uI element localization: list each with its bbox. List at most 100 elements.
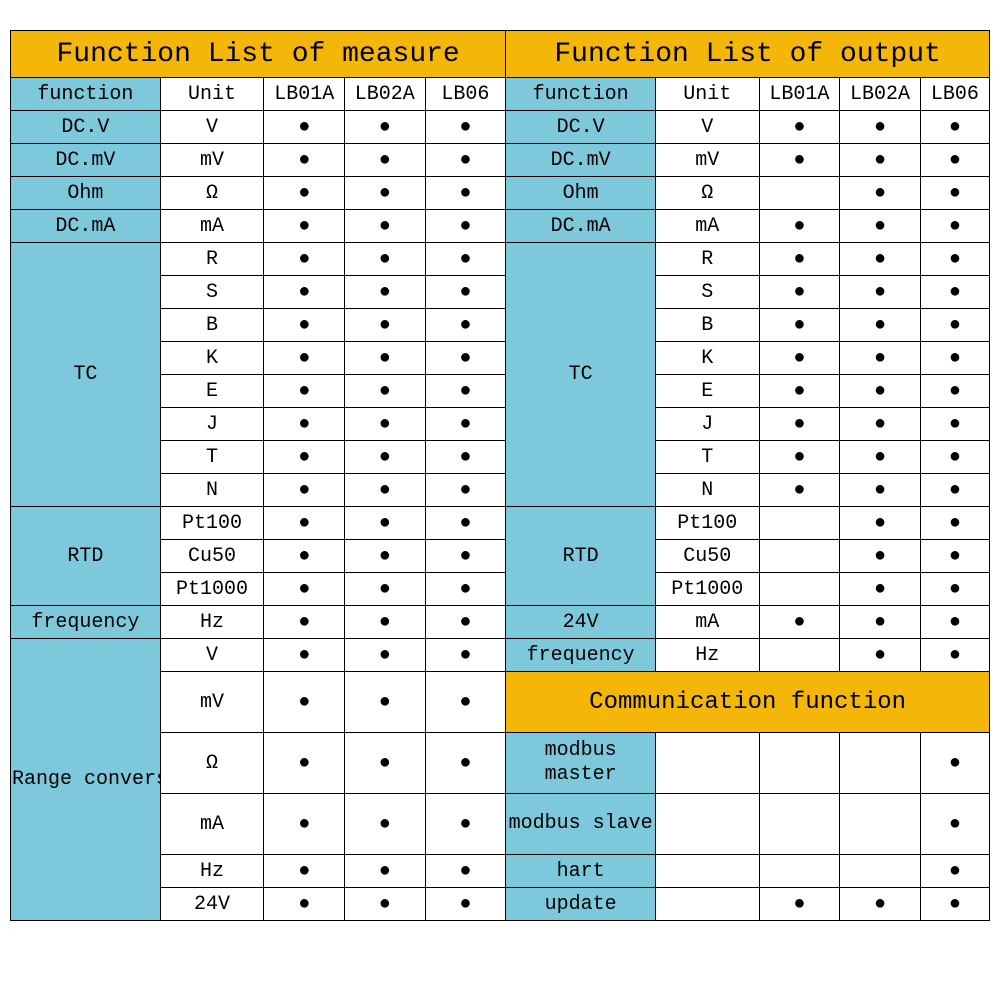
o-unit: E [655, 375, 759, 408]
dot-icon [459, 545, 471, 568]
dot-icon [874, 413, 886, 436]
dot-icon [793, 149, 805, 172]
title-measure: Function List of measure [11, 31, 506, 78]
dot-icon [949, 545, 961, 568]
dot-cell [264, 342, 345, 375]
m-unit: V [160, 639, 264, 672]
dot-cell [840, 342, 921, 375]
m-unit: V [160, 111, 264, 144]
dot-icon [298, 752, 310, 775]
col-unit-r: Unit [655, 78, 759, 111]
dot-icon [298, 215, 310, 238]
dot-cell [840, 540, 921, 573]
dot-icon [874, 545, 886, 568]
comm-modbus_slave: modbus slave [506, 794, 656, 855]
dot-cell [840, 210, 921, 243]
dot-cell [840, 474, 921, 507]
dot-icon [298, 281, 310, 304]
dot-icon [793, 347, 805, 370]
dot-icon [874, 446, 886, 469]
m-unit: J [160, 408, 264, 441]
dot-cell [345, 276, 426, 309]
m-unit: mA [160, 210, 264, 243]
dot-cell [840, 888, 921, 921]
col-m1: LB01A [264, 78, 345, 111]
dot-icon [874, 644, 886, 667]
dot-cell [759, 375, 840, 408]
dot-cell [920, 474, 989, 507]
dot-cell [840, 111, 921, 144]
title-output: Function List of output [506, 31, 990, 78]
dot-icon [874, 479, 886, 502]
m-unit: Ω [160, 733, 264, 794]
dot-icon [874, 248, 886, 271]
dot-icon [949, 281, 961, 304]
dot-cell [264, 540, 345, 573]
dot-cell [920, 540, 989, 573]
title-comm: Communication function [506, 672, 990, 733]
dot-cell [840, 408, 921, 441]
dot-icon [298, 860, 310, 883]
dot-icon [874, 893, 886, 916]
o-fn-v24: 24V [506, 606, 656, 639]
dot-cell [759, 794, 840, 855]
dot-icon [298, 691, 310, 714]
dot-cell [759, 639, 840, 672]
dot-icon [459, 611, 471, 634]
dot-cell [920, 606, 989, 639]
dot-cell [920, 855, 989, 888]
dot-icon [793, 248, 805, 271]
m-unit: Cu50 [160, 540, 264, 573]
o-unit: mA [655, 606, 759, 639]
dot-icon [949, 347, 961, 370]
dot-cell [759, 507, 840, 540]
dot-cell [840, 507, 921, 540]
o-fn-tc: TC [506, 243, 656, 507]
dot-icon [379, 314, 391, 337]
dot-icon [379, 149, 391, 172]
dot-cell [840, 606, 921, 639]
dot-cell [920, 375, 989, 408]
o-unit: N [655, 474, 759, 507]
dot-icon [298, 149, 310, 172]
dot-cell [840, 573, 921, 606]
dot-cell [345, 474, 426, 507]
dot-icon [793, 611, 805, 634]
dot-icon [949, 182, 961, 205]
comm-hart: hart [506, 855, 656, 888]
dot-cell [345, 507, 426, 540]
dot-cell [425, 276, 506, 309]
col-m3: LB06 [425, 78, 506, 111]
m-fn-rtd: RTD [11, 507, 161, 606]
dot-cell [264, 375, 345, 408]
m-fn-dcma: DC.mA [11, 210, 161, 243]
m-unit: K [160, 342, 264, 375]
dot-cell [345, 441, 426, 474]
o-fn-dcma: DC.mA [506, 210, 656, 243]
m-unit: B [160, 309, 264, 342]
dot-cell [425, 177, 506, 210]
dot-cell [345, 540, 426, 573]
dot-cell [264, 672, 345, 733]
dot-cell [264, 606, 345, 639]
dot-cell [345, 111, 426, 144]
dot-icon [793, 380, 805, 403]
dot-cell [345, 243, 426, 276]
dot-cell [759, 111, 840, 144]
dot-cell [840, 441, 921, 474]
dot-icon [459, 446, 471, 469]
o-fn-rtd: RTD [506, 507, 656, 606]
dot-icon [459, 479, 471, 502]
dot-icon [949, 248, 961, 271]
o-unit: T [655, 441, 759, 474]
dot-icon [874, 347, 886, 370]
dot-cell [425, 210, 506, 243]
dot-icon [379, 281, 391, 304]
dot-cell [425, 144, 506, 177]
dot-cell [264, 507, 345, 540]
m-fn-range: Range conversion [11, 639, 161, 921]
dot-icon [298, 893, 310, 916]
m-unit: Ω [160, 177, 264, 210]
dot-icon [298, 512, 310, 535]
dot-icon [874, 281, 886, 304]
